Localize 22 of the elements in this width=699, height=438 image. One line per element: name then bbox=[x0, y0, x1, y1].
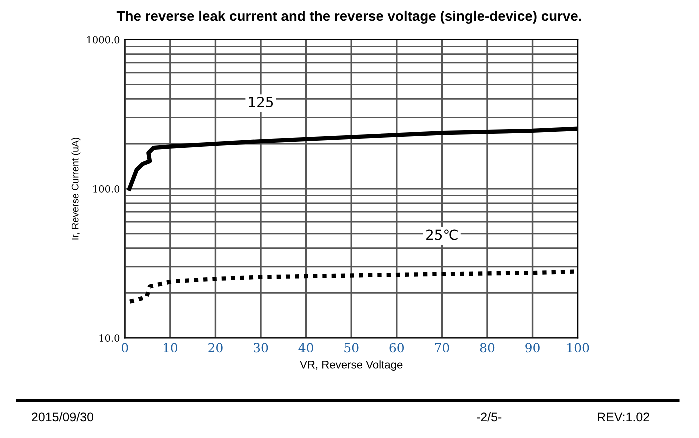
x-tick-label: 100 bbox=[568, 343, 590, 353]
chart-title: The reverse leak current and the reverse voltage (single-device) curve. bbox=[116, 10, 582, 24]
text: 125 bbox=[249, 97, 274, 108]
x-tick-label: 50 bbox=[344, 343, 359, 353]
y-tick-label: 1000.0 bbox=[87, 36, 120, 44]
x-axis-title: VR, Reverse Voltage bbox=[300, 360, 403, 372]
x-tick-label: 60 bbox=[390, 343, 404, 353]
x-tick-label: 80 bbox=[480, 343, 495, 353]
x-tick-label: 70 bbox=[435, 343, 450, 353]
x-tick-label: 10 bbox=[164, 343, 178, 353]
text: REV:1.02 bbox=[598, 412, 650, 422]
x-tick-label: 40 bbox=[298, 343, 314, 353]
y-tick-label: 100.0 bbox=[94, 185, 120, 193]
y-tick-label: 10.0 bbox=[100, 334, 120, 342]
x-tick-label: 20 bbox=[208, 343, 223, 353]
text: 2015/09/30 bbox=[32, 412, 94, 422]
y-axis-title: Ir, Reverse Current (uA) bbox=[72, 138, 81, 240]
text: 25℃ bbox=[426, 230, 458, 240]
x-tick-label: 30 bbox=[254, 343, 268, 353]
text: -2/5- bbox=[477, 412, 502, 422]
x-tick-label: 0 bbox=[122, 343, 128, 353]
x-tick-label: 90 bbox=[526, 343, 540, 353]
